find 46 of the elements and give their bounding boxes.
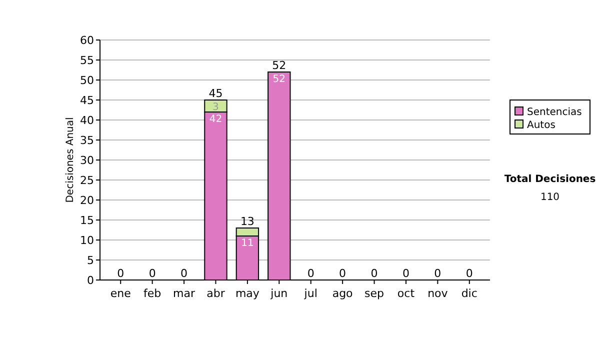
total-label: 0 (180, 267, 188, 280)
x-tick-label: nov (428, 287, 448, 300)
legend-label: Autos (527, 120, 556, 131)
x-tick-label: jun (270, 287, 288, 300)
total-label: 52 (272, 59, 286, 72)
total-label: 0 (370, 267, 378, 280)
y-tick-label: 35 (80, 134, 94, 147)
data-label: 42 (209, 114, 222, 125)
y-tick-label: 15 (80, 214, 94, 227)
x-tick-label: ago (332, 287, 354, 300)
y-tick-label: 30 (80, 154, 94, 167)
x-tick-label: abr (206, 287, 226, 300)
y-tick-label: 20 (80, 194, 94, 207)
legend-label: Sentencias (527, 107, 582, 118)
text: 110 (540, 192, 560, 203)
total-label: 0 (434, 267, 442, 280)
x-tick-label: may (235, 287, 260, 300)
total-label: 0 (148, 267, 156, 280)
total-label: 13 (240, 215, 254, 228)
text: Total Decisiones (504, 174, 596, 185)
x-tick-label: dic (461, 287, 478, 300)
x-tick-label: feb (144, 287, 162, 300)
total-label: 0 (402, 267, 410, 280)
x-tick-label: sep (364, 287, 384, 300)
y-tick-label: 60 (80, 34, 94, 47)
y-tick-label: 55 (80, 54, 94, 67)
x-tick-label: ene (110, 287, 132, 300)
y-tick-label: 25 (80, 174, 94, 187)
total-label: 0 (339, 267, 346, 280)
total-label: 0 (117, 267, 124, 280)
x-tick-label: mar (173, 287, 196, 300)
y-tick-label: 5 (87, 254, 94, 267)
y-tick-label: 10 (80, 234, 94, 247)
total-label: 45 (208, 87, 223, 100)
data-label: 11 (241, 238, 254, 249)
x-tick-label: jul (303, 287, 318, 300)
y-tick-label: 45 (80, 94, 94, 107)
data-label: 3 (212, 102, 219, 113)
y-axis-title: Decisiones Anual (65, 117, 76, 203)
x-tick-label: oct (397, 287, 416, 300)
y-tick-label: 50 (80, 74, 94, 87)
total-label: 0 (466, 267, 473, 280)
data-label: 52 (272, 74, 286, 85)
y-tick-label: 0 (87, 274, 94, 287)
total-label: 0 (307, 267, 314, 280)
y-tick-label: 40 (80, 114, 94, 127)
